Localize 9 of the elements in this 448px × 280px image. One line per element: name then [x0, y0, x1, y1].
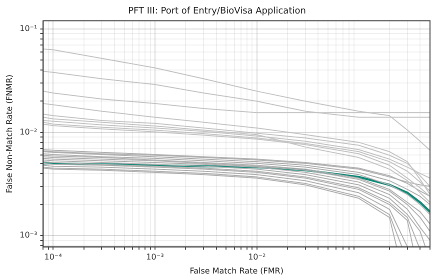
y-axis-title: False Non-Match Rate (FNMR): [4, 74, 14, 194]
chart-title: PFT III: Port of Entry/BioVisa Application: [128, 6, 306, 17]
x-axis-title: False Match Rate (FMR): [190, 266, 284, 276]
y-tick-label: 10⁻¹: [20, 24, 38, 34]
x-tick-label: 10⁻³: [146, 252, 164, 262]
x-tick-label: 10⁻⁴: [44, 252, 62, 262]
y-tick-label: 10⁻²: [20, 127, 38, 136]
x-tick-label: 10⁻²: [248, 252, 266, 262]
y-tick-label: 10⁻³: [20, 230, 38, 240]
